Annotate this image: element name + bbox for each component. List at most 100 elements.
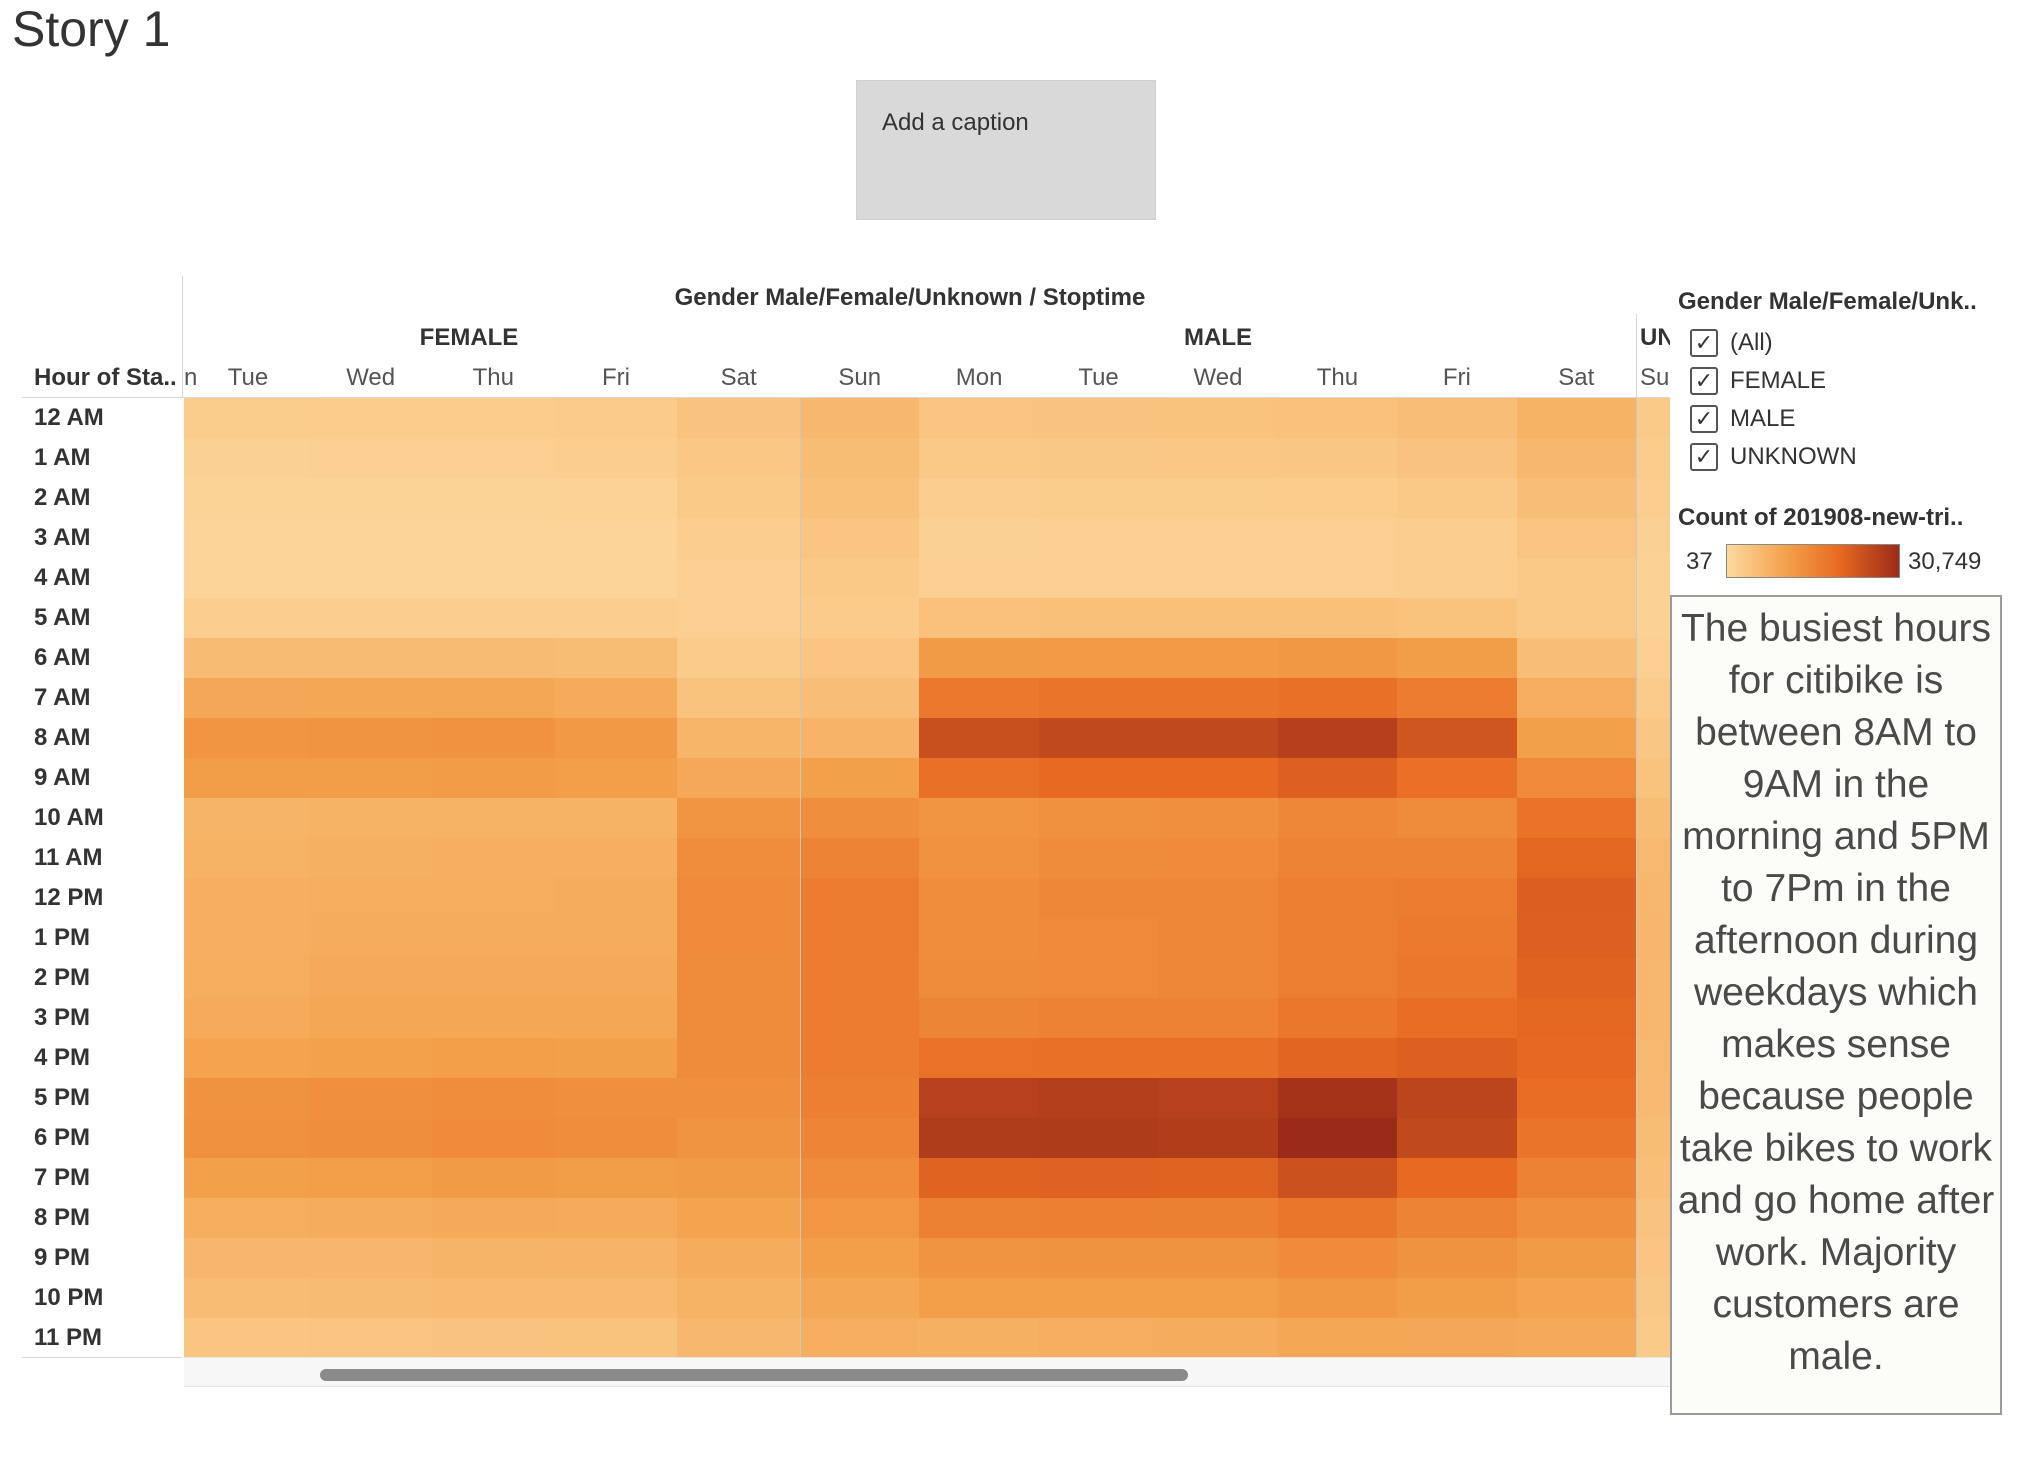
heatmap-cell[interactable] [309, 478, 433, 519]
heatmap-cell[interactable] [1516, 878, 1637, 919]
heatmap-cell[interactable] [186, 1078, 310, 1119]
heatmap-cell[interactable] [1637, 638, 1670, 679]
heatmap-cell[interactable] [1158, 1318, 1279, 1357]
heatmap-cell[interactable] [186, 1278, 310, 1319]
heatmap-cell[interactable] [1397, 1238, 1518, 1279]
heatmap-cell[interactable] [1038, 798, 1159, 839]
heatmap-cell[interactable] [1397, 638, 1518, 679]
heatmap-cell[interactable] [1038, 438, 1159, 479]
checkbox-icon[interactable]: ✓ [1690, 443, 1718, 471]
heatmap-cell[interactable] [1516, 798, 1637, 839]
heatmap-cell[interactable] [186, 838, 310, 879]
heatmap-cell[interactable] [432, 598, 556, 639]
heatmap-cell[interactable] [184, 878, 188, 919]
heatmap-cell[interactable] [800, 1078, 920, 1119]
heatmap-cell[interactable] [309, 398, 433, 439]
heatmap-cell[interactable] [677, 718, 801, 759]
heatmap-cell[interactable] [919, 838, 1040, 879]
heatmap-cell[interactable] [919, 1078, 1040, 1119]
heatmap-cell[interactable] [1637, 798, 1670, 839]
heatmap-cell[interactable] [309, 758, 433, 799]
heatmap-cell[interactable] [554, 1198, 678, 1239]
heatmap-cell[interactable] [919, 958, 1040, 999]
heatmap-cell[interactable] [800, 878, 920, 919]
heatmap-cell[interactable] [919, 718, 1040, 759]
heatmap-cell[interactable] [184, 958, 188, 999]
heatmap-cell[interactable] [1038, 1318, 1159, 1357]
heatmap-cell[interactable] [184, 1198, 188, 1239]
heatmap-cell[interactable] [1637, 398, 1670, 439]
heatmap-cell[interactable] [554, 838, 678, 879]
heatmap-cell[interactable] [1516, 478, 1637, 519]
heatmap-cell[interactable] [186, 1038, 310, 1079]
heatmap-cell[interactable] [1038, 758, 1159, 799]
heatmap-cell[interactable] [184, 1118, 188, 1159]
heatmap-cell[interactable] [309, 878, 433, 919]
heatmap-cell[interactable] [432, 438, 556, 479]
heatmap-cell[interactable] [1516, 1118, 1637, 1159]
heatmap-cell[interactable] [432, 718, 556, 759]
heatmap-cell[interactable] [677, 1278, 801, 1319]
heatmap-cell[interactable] [184, 558, 188, 599]
heatmap-cell[interactable] [1038, 518, 1159, 559]
heatmap-cell[interactable] [1397, 478, 1518, 519]
heatmap-cell[interactable] [554, 1318, 678, 1357]
heatmap-cell[interactable] [554, 1158, 678, 1199]
heatmap-cell[interactable] [1038, 958, 1159, 999]
heatmap-cell[interactable] [919, 438, 1040, 479]
heatmap-cell[interactable] [432, 758, 556, 799]
heatmap-cell[interactable] [800, 918, 920, 959]
heatmap-cell[interactable] [1637, 678, 1670, 719]
heatmap-cell[interactable] [432, 558, 556, 599]
heatmap-cell[interactable] [309, 838, 433, 879]
heatmap-cell[interactable] [1397, 1038, 1518, 1079]
heatmap-cell[interactable] [186, 758, 310, 799]
heatmap-cell[interactable] [432, 878, 556, 919]
heatmap-cell[interactable] [677, 958, 801, 999]
heatmap-cell[interactable] [432, 998, 556, 1039]
heatmap-cell[interactable] [1637, 598, 1670, 639]
heatmap-cell[interactable] [186, 1158, 310, 1199]
heatmap-cell[interactable] [800, 998, 920, 1039]
heatmap-cell[interactable] [309, 1198, 433, 1239]
heatmap-cell[interactable] [1158, 758, 1279, 799]
heatmap-cell[interactable] [1637, 878, 1670, 919]
heatmap-cell[interactable] [309, 678, 433, 719]
heatmap-cell[interactable] [1277, 1278, 1398, 1319]
heatmap-cell[interactable] [1516, 438, 1637, 479]
heatmap-cell[interactable] [919, 918, 1040, 959]
heatmap-cell[interactable] [186, 798, 310, 839]
heatmap-cell[interactable] [1516, 398, 1637, 439]
heatmap-cell[interactable] [1038, 1278, 1159, 1319]
heatmap-cell[interactable] [677, 878, 801, 919]
heatmap-cell[interactable] [432, 1118, 556, 1159]
heatmap-cell[interactable] [1277, 398, 1398, 439]
heatmap-cell[interactable] [1277, 998, 1398, 1039]
heatmap-cell[interactable] [186, 1238, 310, 1279]
heatmap-cell[interactable] [186, 518, 310, 559]
heatmap-cell[interactable] [677, 558, 801, 599]
heatmap-cell[interactable] [800, 718, 920, 759]
heatmap-cell[interactable] [432, 638, 556, 679]
heatmap-cell[interactable] [554, 438, 678, 479]
heatmap-cell[interactable] [1637, 918, 1670, 959]
heatmap-cell[interactable] [184, 758, 188, 799]
heatmap-cell[interactable] [1158, 718, 1279, 759]
heatmap-cell[interactable] [800, 838, 920, 879]
heatmap-cell[interactable] [800, 958, 920, 999]
heatmap-cell[interactable] [1516, 1198, 1637, 1239]
heatmap-cell[interactable] [677, 438, 801, 479]
heatmap-cell[interactable] [677, 598, 801, 639]
heatmap-cell[interactable] [184, 1038, 188, 1079]
heatmap-cell[interactable] [1158, 1078, 1279, 1119]
heatmap-cell[interactable] [1516, 638, 1637, 679]
heatmap-cell[interactable] [677, 478, 801, 519]
heatmap-cell[interactable] [1516, 1158, 1637, 1199]
heatmap-cell[interactable] [309, 1318, 433, 1357]
heatmap-cell[interactable] [919, 1158, 1040, 1199]
heatmap-cell[interactable] [919, 758, 1040, 799]
heatmap-cell[interactable] [919, 598, 1040, 639]
heatmap-cell[interactable] [1637, 958, 1670, 999]
heatmap-cell[interactable] [1277, 878, 1398, 919]
heatmap-cell[interactable] [554, 478, 678, 519]
